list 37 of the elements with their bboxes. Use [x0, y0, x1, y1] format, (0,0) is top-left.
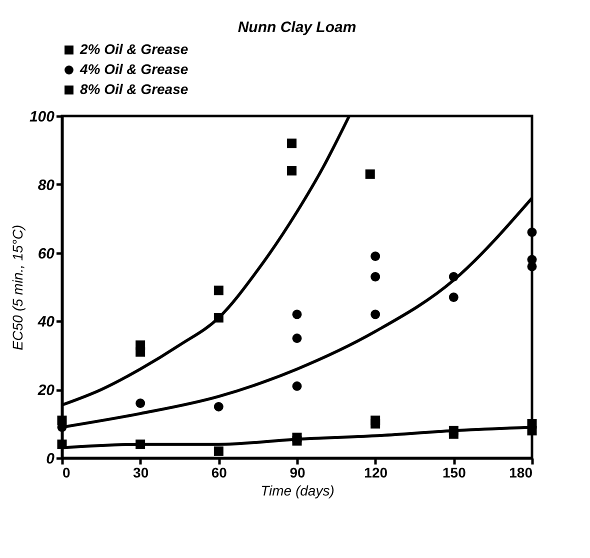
point	[136, 398, 146, 408]
x-tick-label: 150	[442, 464, 466, 480]
y-tick-label: 40	[36, 314, 56, 331]
point	[214, 402, 224, 412]
point	[292, 381, 302, 391]
point	[292, 310, 302, 320]
point	[287, 138, 297, 148]
x-tick-label: 60	[211, 464, 228, 480]
point	[527, 228, 537, 238]
point	[370, 419, 380, 429]
legend-label: 2% Oil & Grease	[79, 41, 188, 57]
y-axis-title: EC50 (5 min., 15°C)	[9, 224, 26, 350]
point	[370, 310, 380, 320]
point	[287, 166, 297, 176]
point	[292, 334, 302, 344]
point	[136, 347, 146, 357]
x-tick-label: 120	[364, 464, 388, 480]
chart-title: Nunn Clay Loam	[238, 19, 356, 36]
point	[370, 272, 380, 282]
x-tick-label: 30	[133, 464, 149, 480]
y-tick-label: 20	[36, 382, 56, 400]
y-tick-label: 0	[46, 450, 56, 468]
point	[527, 262, 537, 272]
point	[214, 446, 224, 456]
point	[448, 292, 458, 302]
point	[365, 169, 375, 179]
x-tick-label: 0	[62, 464, 70, 480]
x-tick-label: 90	[290, 464, 306, 480]
y-tick-label: 80	[38, 176, 56, 194]
y-tick-label: 100	[29, 108, 56, 126]
legend-label: 8% Oil & Grease	[80, 81, 188, 97]
legend-label: 4% Oil & Grease	[79, 61, 188, 77]
x-axis-title: Time (days)	[260, 482, 334, 498]
x-tick-label: 180	[509, 464, 533, 480]
point	[370, 251, 380, 261]
y-tick-label: 60	[38, 245, 56, 262]
point	[214, 286, 224, 296]
